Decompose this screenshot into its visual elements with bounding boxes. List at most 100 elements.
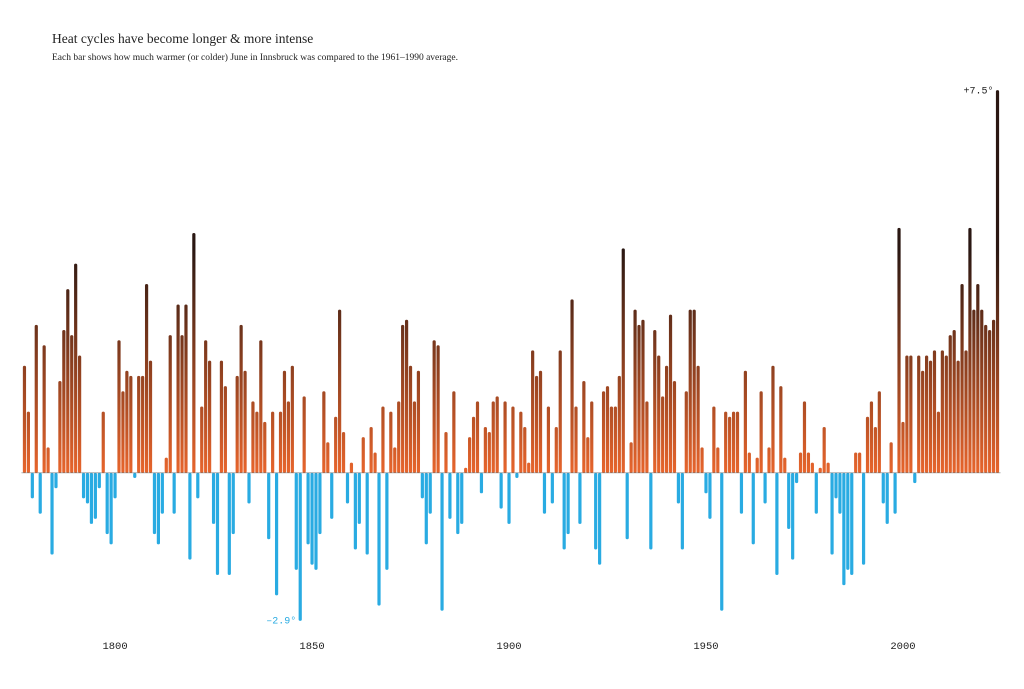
bar [34,324,38,473]
bar [452,391,456,473]
bar [349,462,354,473]
bar [751,472,755,545]
bar [578,472,582,524]
bar [601,391,606,473]
bar [26,411,30,473]
bar [550,472,554,504]
bar [302,396,306,473]
bar [109,472,113,545]
bar [294,472,298,570]
bar [617,375,621,473]
bar [168,335,172,473]
bar [586,437,590,473]
bar [700,447,704,473]
bar [704,472,708,494]
bar [582,381,586,473]
bar [495,396,499,473]
bar [381,406,385,473]
bar [503,401,507,473]
x-tick-label: 2000 [890,641,915,653]
bar [913,472,917,484]
bar [558,350,562,473]
bar [692,309,696,473]
bar [794,472,799,484]
bar [873,426,877,473]
bar [81,472,86,499]
bar [479,472,484,494]
bar [432,340,436,473]
bar [991,319,996,473]
bar [818,467,822,473]
bar [78,355,82,473]
bar [456,472,460,535]
bar [180,335,184,473]
bar [775,472,779,575]
bar [928,360,933,473]
bar [160,472,164,514]
bar [424,472,428,545]
bar [385,472,389,570]
bar [50,472,54,555]
bar [806,452,811,473]
bar [282,370,287,473]
bar [172,472,176,514]
bar [861,472,866,565]
bar [554,426,558,473]
bar [440,472,444,611]
bar [834,472,838,499]
bar [728,416,732,473]
bar [905,355,909,473]
bar [416,370,421,473]
bar [988,329,992,473]
bar [290,365,294,473]
bar [574,406,578,473]
bar [243,370,247,473]
bar [877,391,881,473]
bar [940,350,944,473]
bar [771,365,775,473]
bar [42,345,46,473]
bar [475,401,480,473]
bar [345,472,350,504]
bar [779,386,783,473]
bar [783,457,787,473]
bar [334,416,338,473]
bar [267,472,271,540]
bar [995,90,1000,473]
bar [546,406,551,473]
bar [956,360,960,473]
bar [286,401,291,473]
bar [594,472,598,550]
bar [865,416,870,473]
bar [633,309,637,473]
bar [247,472,251,504]
bar [743,370,747,473]
bar [515,472,519,478]
bar [70,335,74,473]
bar [653,329,657,473]
bar [184,304,188,473]
bar [672,381,677,473]
bar [897,227,901,473]
bar [310,472,314,565]
bar [735,411,740,473]
bar [842,472,846,586]
bar [105,472,109,535]
bar [141,375,145,473]
bar [211,472,216,524]
bar [791,472,795,560]
bar [570,299,574,473]
bar [826,462,830,473]
bar [460,472,464,524]
bar [767,447,771,473]
x-tick-label: 1850 [299,641,324,653]
bar [125,370,129,473]
bar [712,406,716,473]
bar [274,472,279,596]
bar [196,472,200,499]
bar [192,233,196,473]
bar [854,452,858,473]
bar [893,472,897,514]
x-tick-label: 1800 [102,641,127,653]
bar [464,467,468,473]
